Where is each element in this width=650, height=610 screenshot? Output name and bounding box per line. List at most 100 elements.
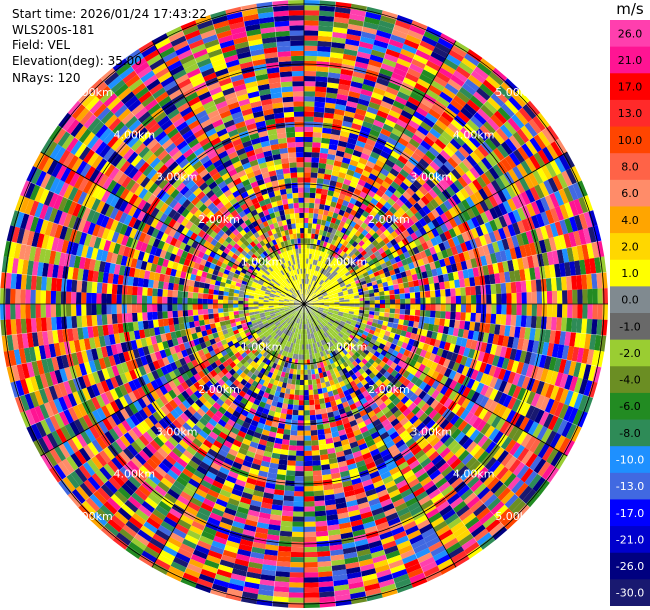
gate-cell [493, 446, 505, 461]
gate-cell [345, 320, 352, 325]
gate-cell [528, 473, 542, 489]
gate-cell [516, 430, 528, 445]
gate-cell [208, 288, 214, 295]
gate-cell [313, 394, 320, 400]
gate-cell [418, 372, 427, 382]
gate-cell [535, 316, 542, 329]
gate-cell [379, 304, 386, 309]
gate-cell [312, 470, 322, 476]
gate-cell [405, 331, 412, 339]
gate-cell [364, 304, 370, 308]
gate-cell [321, 314, 326, 318]
gate-cell [421, 329, 428, 337]
gate-cell [527, 421, 539, 436]
gate-cell [350, 322, 356, 327]
gate-cell [439, 395, 449, 406]
gate-cell [413, 396, 423, 406]
gate-cell [519, 416, 530, 431]
gate-cell [312, 384, 318, 390]
gate-cell [534, 409, 545, 424]
gate-cell [354, 309, 360, 313]
gate-cell [431, 389, 440, 400]
gate-cell [570, 425, 582, 442]
gate-cell [333, 321, 340, 327]
gate-cell [187, 309, 194, 317]
gate-cell [162, 289, 168, 297]
gate-cell [573, 393, 584, 410]
gate-cell [314, 505, 326, 512]
gate-cell [485, 441, 497, 454]
gate-cell [455, 354, 463, 364]
gate-cell [358, 328, 365, 334]
gate-cell [126, 285, 133, 295]
gate-cell [485, 343, 493, 354]
gate-cell [322, 319, 328, 325]
gate-cell [322, 311, 328, 315]
gate-cell [395, 304, 401, 309]
gate-cell [461, 365, 470, 377]
gate-cell [548, 356, 557, 371]
gate-cell [5, 288, 11, 304]
gate-cell [591, 350, 600, 367]
gate-cell [557, 304, 563, 318]
gate-cell [511, 304, 517, 316]
gate-cell [379, 311, 385, 317]
gate-cell [545, 430, 557, 446]
gate-cell [490, 313, 497, 325]
gate-cell [292, 409, 299, 416]
gate-cell [308, 389, 314, 396]
gate-cell [578, 363, 587, 379]
gate-cell [551, 304, 558, 318]
gate-cell [522, 338, 530, 352]
gate-cell [290, 551, 304, 558]
gate-cell [312, 309, 317, 313]
gate-cell [594, 334, 602, 351]
gate-cell [549, 432, 562, 449]
gate-cell [443, 367, 453, 378]
gate-cell [300, 364, 304, 370]
gate-cell [293, 496, 304, 502]
gate-cell [318, 444, 327, 451]
gate-cell [172, 304, 178, 311]
gate-cell [81, 292, 87, 304]
gate-cell [304, 430, 311, 436]
gate-cell [304, 455, 313, 462]
gate-cell [248, 301, 254, 304]
gate-cell [374, 311, 380, 316]
gate-cell [491, 304, 497, 315]
gate-cell [394, 308, 401, 315]
gate-cell [281, 510, 294, 517]
gate-cell [451, 403, 462, 415]
gate-cell [399, 314, 405, 320]
gate-cell [304, 587, 320, 593]
gate-cell [289, 572, 304, 578]
gate-cell [388, 317, 395, 323]
gate-cell [182, 304, 188, 311]
gate-cell [295, 460, 304, 467]
gate-cell [448, 379, 458, 391]
gate-cell [414, 387, 423, 397]
gate-cell [469, 429, 481, 442]
gate-cell [509, 325, 516, 338]
gate-cell [183, 285, 189, 292]
gate-cell [530, 365, 539, 380]
gate-cell [512, 385, 522, 399]
gate-cell [295, 384, 300, 390]
gate-cell [193, 286, 199, 293]
gate-cell [419, 316, 425, 323]
gate-cell [327, 321, 333, 327]
gate-cell [304, 597, 320, 603]
gate-cell [379, 308, 385, 313]
gate-cell [289, 577, 304, 583]
gate-cell [577, 411, 588, 428]
gate-cell [81, 315, 88, 328]
gate-cell [489, 444, 501, 458]
gate-cell [342, 326, 348, 332]
gate-cell [202, 293, 209, 299]
gate-cell [502, 394, 513, 408]
gate-cell [460, 355, 468, 366]
gate-cell [308, 384, 313, 390]
gate-cell [290, 562, 304, 568]
gate-cell [288, 592, 304, 598]
gate-cell [362, 330, 369, 337]
